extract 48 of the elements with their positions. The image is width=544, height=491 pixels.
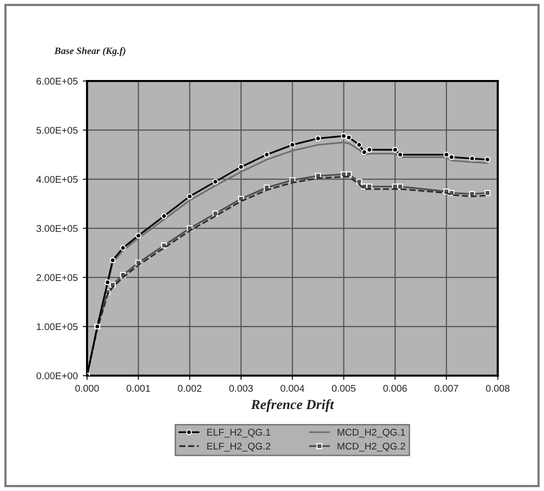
x-axis-title: Refrence Drift (250, 399, 334, 412)
point (238, 164, 244, 170)
y-tick-label: 1.00E+05 (36, 323, 78, 330)
y-tick-label: 6.00E+05 (36, 78, 78, 85)
x-tick-label: 0.006 (383, 384, 407, 392)
point (448, 154, 455, 160)
point (361, 149, 368, 156)
y-tick-label: 5.00E+05 (36, 126, 78, 134)
point (264, 152, 270, 158)
x-tick-label: 0.004 (280, 384, 304, 392)
point (356, 142, 362, 148)
y-tick-label: 4.00E+05 (36, 176, 78, 183)
point (186, 193, 193, 200)
point (392, 146, 398, 153)
point (443, 152, 450, 158)
point (366, 146, 372, 153)
point (104, 279, 111, 286)
point (397, 152, 404, 158)
legend-label: MCD_H2_QG.1 (338, 428, 406, 438)
x-tick-label: 0.007 (434, 384, 458, 392)
y-axis-title: Base Shear (Kg.f) (54, 47, 126, 56)
point (161, 213, 167, 219)
x-tick-label: 0.001 (126, 384, 150, 392)
point (340, 133, 347, 139)
x-tick-label: 0.008 (486, 384, 510, 392)
x-tick-label: 0.005 (332, 384, 356, 392)
point (212, 210, 218, 217)
point (469, 156, 476, 162)
x-tick-label: 0.003 (229, 384, 253, 392)
y-tick-label: 2.00E+05 (36, 274, 78, 282)
legend-label: MCD_H2_QG.2 (338, 442, 406, 452)
point (120, 245, 126, 251)
point (289, 142, 296, 148)
point (346, 134, 352, 140)
legend-label: ELF_H2_QG.2 (207, 442, 270, 452)
x-tick-label: 0.000 (75, 384, 99, 392)
x-tick-label: 0.002 (178, 384, 202, 392)
point (110, 257, 116, 264)
point (356, 178, 362, 185)
point (484, 190, 490, 196)
point (212, 178, 218, 185)
point (484, 156, 490, 163)
point (135, 232, 142, 239)
point (315, 136, 322, 142)
y-tick-label: 0.00E+00 (36, 372, 78, 380)
legend-label: ELF_H2_QG.1 (207, 428, 270, 438)
point (161, 242, 167, 248)
y-tick-label: 3.00E+05 (36, 225, 78, 232)
